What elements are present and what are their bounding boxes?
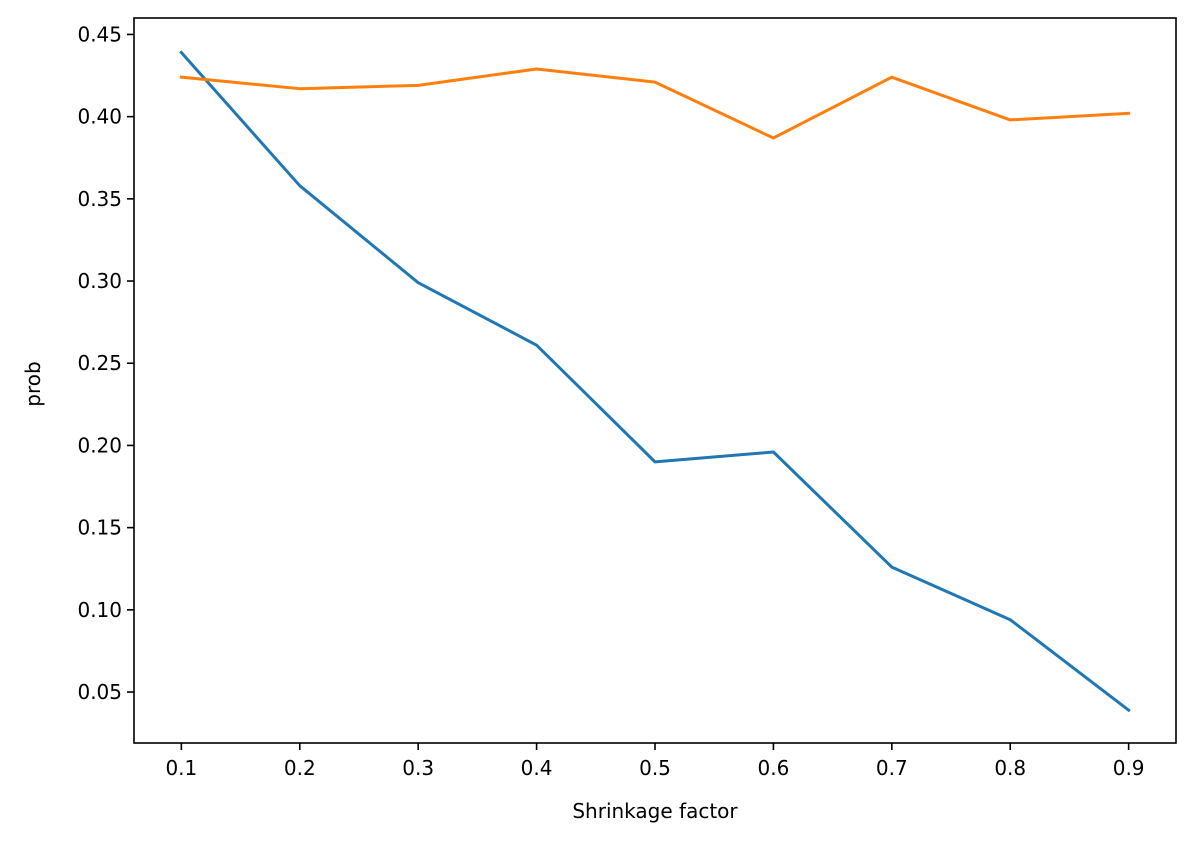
x-tick-label: 0.4 [521, 756, 553, 780]
y-axis-label: prob [21, 361, 45, 406]
series-line-2 [179, 67, 1131, 140]
y-tick-label: 0.05 [77, 680, 122, 704]
x-tick-label: 0.2 [284, 756, 316, 780]
x-tick-label: 0.1 [165, 756, 197, 780]
series-layer [179, 50, 1131, 713]
series-line-1 [179, 50, 1131, 713]
x-tick-label: 0.8 [994, 756, 1026, 780]
y-tick-label: 0.40 [77, 105, 122, 129]
x-tick-label: 0.9 [1113, 756, 1145, 780]
y-tick-label: 0.15 [77, 516, 122, 540]
y-axis: 0.05 0.10 0.15 0.20 0.25 0.30 0.35 0.40 0.45 [77, 22, 134, 704]
x-tick-label: 0.7 [876, 756, 908, 780]
y-tick-label: 0.30 [77, 269, 122, 293]
x-tick-label: 0.3 [402, 756, 434, 780]
x-tick-label: 0.5 [639, 756, 671, 780]
y-tick-label: 0.35 [77, 187, 122, 211]
y-tick-label: 0.10 [77, 598, 122, 622]
x-axis-label: Shrinkage factor [572, 799, 738, 823]
x-axis: 0.1 0.2 0.3 0.4 0.5 0.6 0.7 0.8 0.9 [165, 743, 1145, 780]
y-tick-label: 0.25 [77, 351, 122, 375]
x-tick-label: 0.6 [758, 756, 790, 780]
y-tick-label: 0.20 [77, 433, 122, 457]
plot-frame [133, 17, 1177, 744]
y-tick-label: 0.45 [77, 22, 122, 46]
